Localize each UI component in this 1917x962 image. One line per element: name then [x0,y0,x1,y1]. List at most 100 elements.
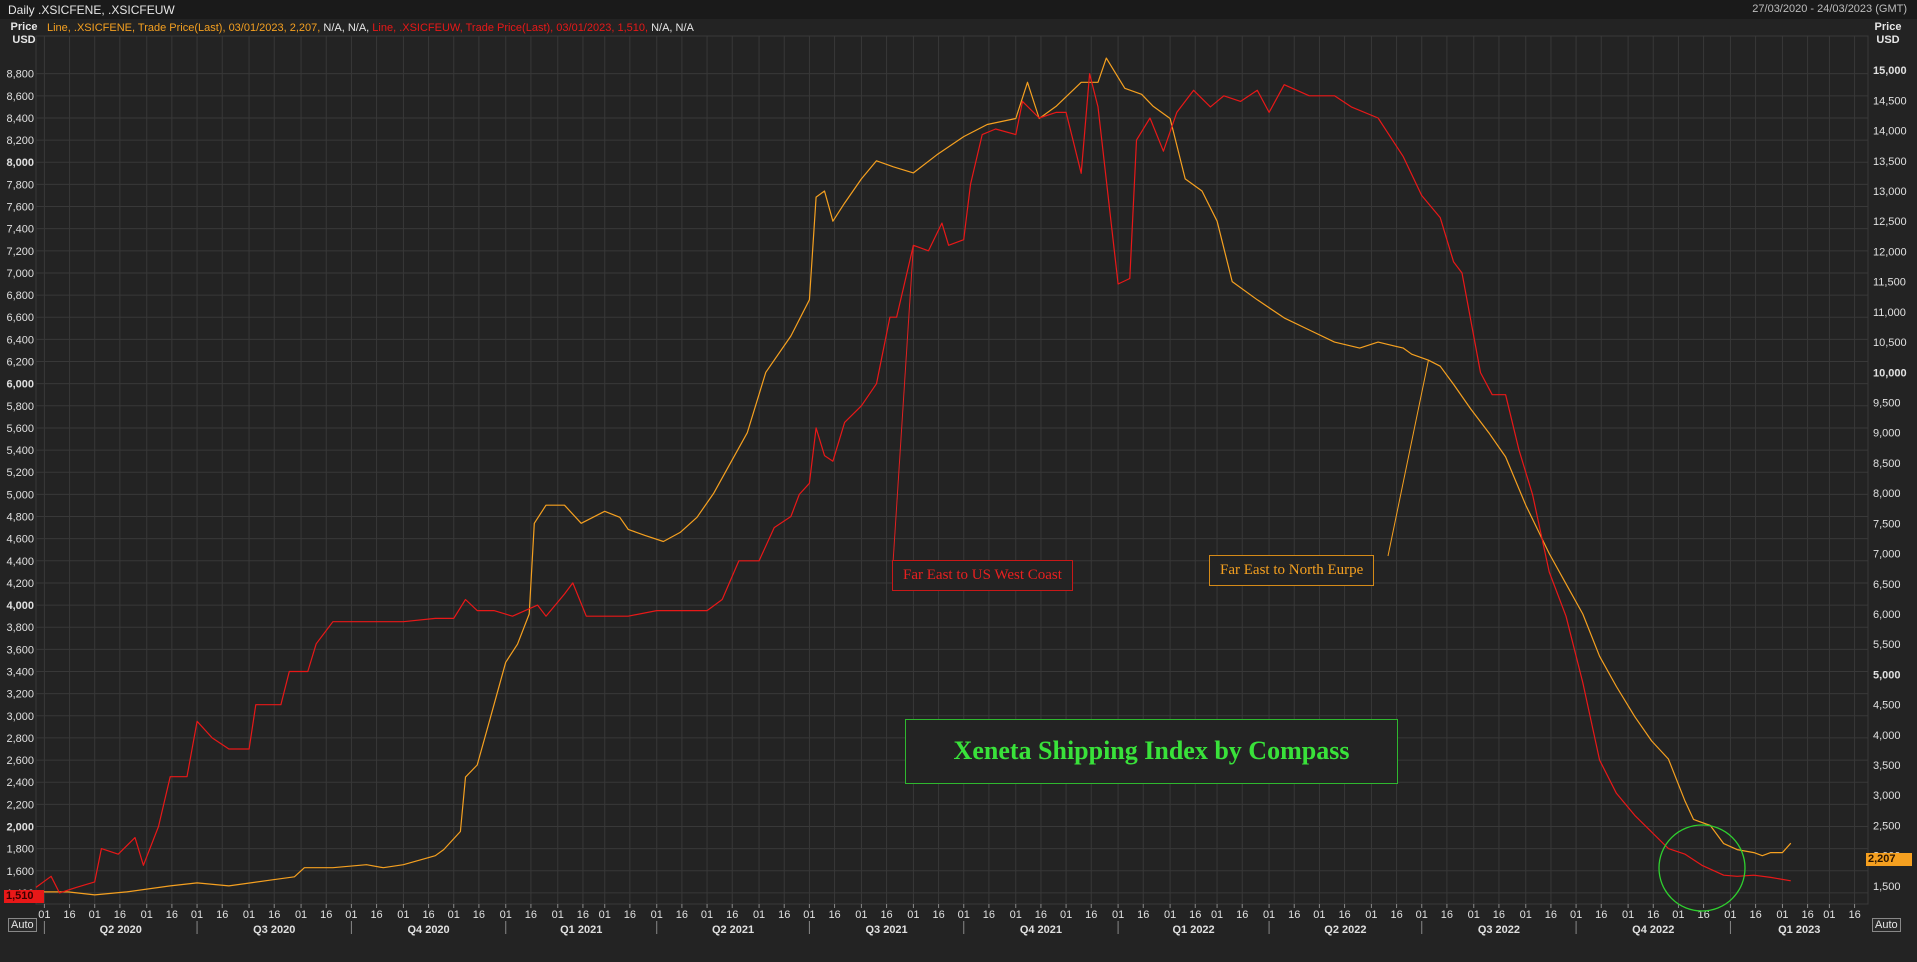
quarter-label: Q4 2021 [1020,924,1062,936]
x-tick-label: 01 [1622,909,1634,921]
annotation-callout-lines [892,245,1429,564]
date-range: 27/03/2020 - 24/03/2023 (GMT) [1752,3,1907,15]
series-lines [35,57,1792,896]
x-tick-label: 01 [1823,909,1835,921]
left-tick-label: 5,800 [6,401,34,413]
x-tick-label: 01 [295,909,307,921]
callout-line-us-west [892,245,914,564]
right-axis-label: Price USD [1870,21,1906,47]
auto-scale-right-button[interactable]: Auto [1872,918,1901,932]
x-tick-label: 16 [1137,909,1149,921]
x-tick-label: 01 [243,909,255,921]
quarter-label: Q2 2021 [712,924,754,936]
x-tick-label: 16 [1288,909,1300,921]
left-tick-label: 1,800 [6,844,34,856]
plot-frame [35,35,1869,905]
x-tick-label: 16 [1595,909,1607,921]
right-tick-label: 2,500 [1873,820,1901,832]
x-tick-label: 16 [1749,909,1761,921]
left-tick-label: 2,400 [6,777,34,789]
x-tick-label: 01 [500,909,512,921]
x-tick-label: 01 [803,909,815,921]
x-tick-label: 16 [778,909,790,921]
chart-header-bar: Daily .XSICFENE, .XSICFEUW 27/03/2020 - … [0,0,1917,19]
left-tick-label: 7,600 [6,202,34,214]
quarter-label: Q3 2020 [253,924,295,936]
x-tick-label: 01 [141,909,153,921]
series-line-xsicfene [36,57,1792,896]
x-tick-label: 01 [1010,909,1022,921]
x-tick-label: 16 [1545,909,1557,921]
x-axis-quarters: Q2 2020 Q3 2020 Q4 2020 Q1 2021 Q2 2021 Q3 20… [43,921,1820,936]
right-tick-label: 8,500 [1873,458,1901,470]
x-tick-label: 16 [1801,909,1813,921]
right-tick-label: 4,000 [1873,730,1901,742]
x-tick-label: 01 [191,909,203,921]
right-tick-label: 7,000 [1873,549,1901,561]
left-tick-label: 2,600 [6,755,34,767]
x-tick-label: 01 [38,909,50,921]
right-tick-label: 6,500 [1873,579,1901,591]
left-tick-label: 5,200 [6,467,34,479]
left-tick-label: 5,600 [6,423,34,435]
x-tick-label: 16 [63,909,75,921]
left-axis-label-line2: USD [12,34,36,46]
annotation-north-europe: Far East to North Eurpe [1209,555,1375,586]
quarter-label: Q3 2022 [1478,924,1520,936]
x-tick-label: 16 [1647,909,1659,921]
left-tick-label: 1,600 [6,866,34,878]
quarter-label: Q1 2022 [1172,924,1214,936]
x-tick-label: 01 [1724,909,1736,921]
x-tick-label: 16 [370,909,382,921]
x-tick-label: 01 [907,909,919,921]
x-tick-label: 16 [880,909,892,921]
legend: Line, .XSICFENE, Trade Price(Last), 03/0… [47,22,694,34]
left-tick-label: 8,800 [6,69,34,81]
left-tick-label: 8,400 [6,113,34,125]
x-tick-label: 01 [1776,909,1788,921]
legend-feuw-suffix: N/A, N/A [651,22,694,34]
left-tick-label: 2,800 [6,733,34,745]
x-tick-label: 16 [726,909,738,921]
x-tick-label: 16 [216,909,228,921]
right-tick-label: 5,500 [1873,639,1901,651]
x-tick-label: 16 [676,909,688,921]
left-tick-label: 5,000 [6,489,34,501]
x-tick-label: 16 [1338,909,1350,921]
auto-scale-left-button[interactable]: Auto [8,918,37,932]
right-tick-label: 15,000 [1873,65,1907,77]
left-tick-label: 7,400 [6,224,34,236]
last-value-tag-feuw: 1,510 [4,890,44,903]
x-tick-label: 16 [114,909,126,921]
left-axis-ticks: 1,4001,6001,8002,0002,2002,4002,6002,800… [6,69,34,900]
right-tick-label: 3,000 [1873,790,1901,802]
x-tick-label: 01 [552,909,564,921]
left-tick-label: 4,000 [6,600,34,612]
x-tick-label: 16 [1035,909,1047,921]
right-axis-label-line2: USD [1876,34,1900,46]
left-tick-label: 3,400 [6,667,34,679]
x-tick-label: 01 [448,909,460,921]
left-tick-label: 4,400 [6,556,34,568]
x-tick-label: 16 [1697,909,1709,921]
x-tick-label: 01 [1672,909,1684,921]
x-tick-label: 16 [1441,909,1453,921]
x-tick-label: 01 [651,909,663,921]
x-tick-label: 01 [397,909,409,921]
left-tick-label: 7,200 [6,246,34,258]
left-tick-label: 8,000 [6,157,34,169]
right-tick-label: 12,500 [1873,216,1907,228]
left-axis-label: Price USD [6,21,42,47]
callout-line-north-europe [1387,360,1429,557]
left-tick-label: 6,600 [6,312,34,324]
quarter-label: Q4 2022 [1632,924,1674,936]
x-tick-label: 01 [1416,909,1428,921]
right-axis-label-line1: Price [1874,21,1902,33]
x-tick-label: 01 [1263,909,1275,921]
x-tick-label: 01 [1164,909,1176,921]
quarter-label: Q2 2022 [1324,924,1366,936]
x-tick-label: 16 [577,909,589,921]
chart-title: Daily .XSICFENE, .XSICFEUW [8,3,175,17]
x-tick-label: 16 [422,909,434,921]
